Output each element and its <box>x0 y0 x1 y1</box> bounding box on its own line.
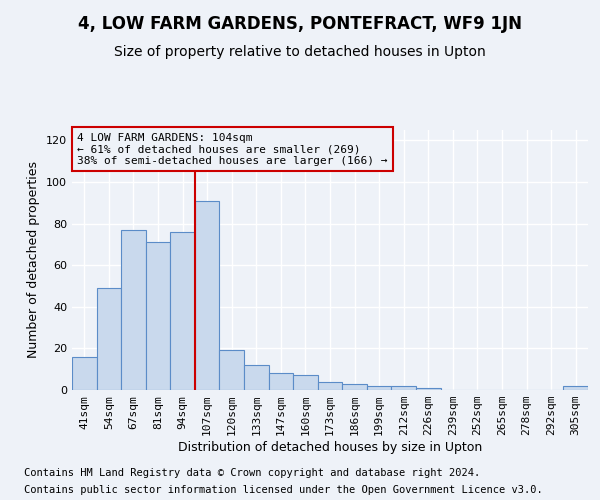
Bar <box>416 388 440 390</box>
Bar <box>72 356 97 390</box>
Text: Size of property relative to detached houses in Upton: Size of property relative to detached ho… <box>114 45 486 59</box>
Bar <box>342 384 367 390</box>
Bar <box>563 386 588 390</box>
Bar <box>220 350 244 390</box>
Bar <box>269 374 293 390</box>
Bar <box>195 200 220 390</box>
Bar <box>170 232 195 390</box>
Text: Contains public sector information licensed under the Open Government Licence v3: Contains public sector information licen… <box>24 485 543 495</box>
Bar <box>391 386 416 390</box>
Bar <box>121 230 146 390</box>
Y-axis label: Number of detached properties: Number of detached properties <box>28 162 40 358</box>
Bar <box>293 376 318 390</box>
Bar <box>146 242 170 390</box>
Bar <box>367 386 391 390</box>
Text: 4 LOW FARM GARDENS: 104sqm
← 61% of detached houses are smaller (269)
38% of sem: 4 LOW FARM GARDENS: 104sqm ← 61% of deta… <box>77 132 388 166</box>
Bar <box>244 365 269 390</box>
Bar <box>97 288 121 390</box>
Bar <box>318 382 342 390</box>
Text: Contains HM Land Registry data © Crown copyright and database right 2024.: Contains HM Land Registry data © Crown c… <box>24 468 480 477</box>
X-axis label: Distribution of detached houses by size in Upton: Distribution of detached houses by size … <box>178 441 482 454</box>
Text: 4, LOW FARM GARDENS, PONTEFRACT, WF9 1JN: 4, LOW FARM GARDENS, PONTEFRACT, WF9 1JN <box>78 15 522 33</box>
